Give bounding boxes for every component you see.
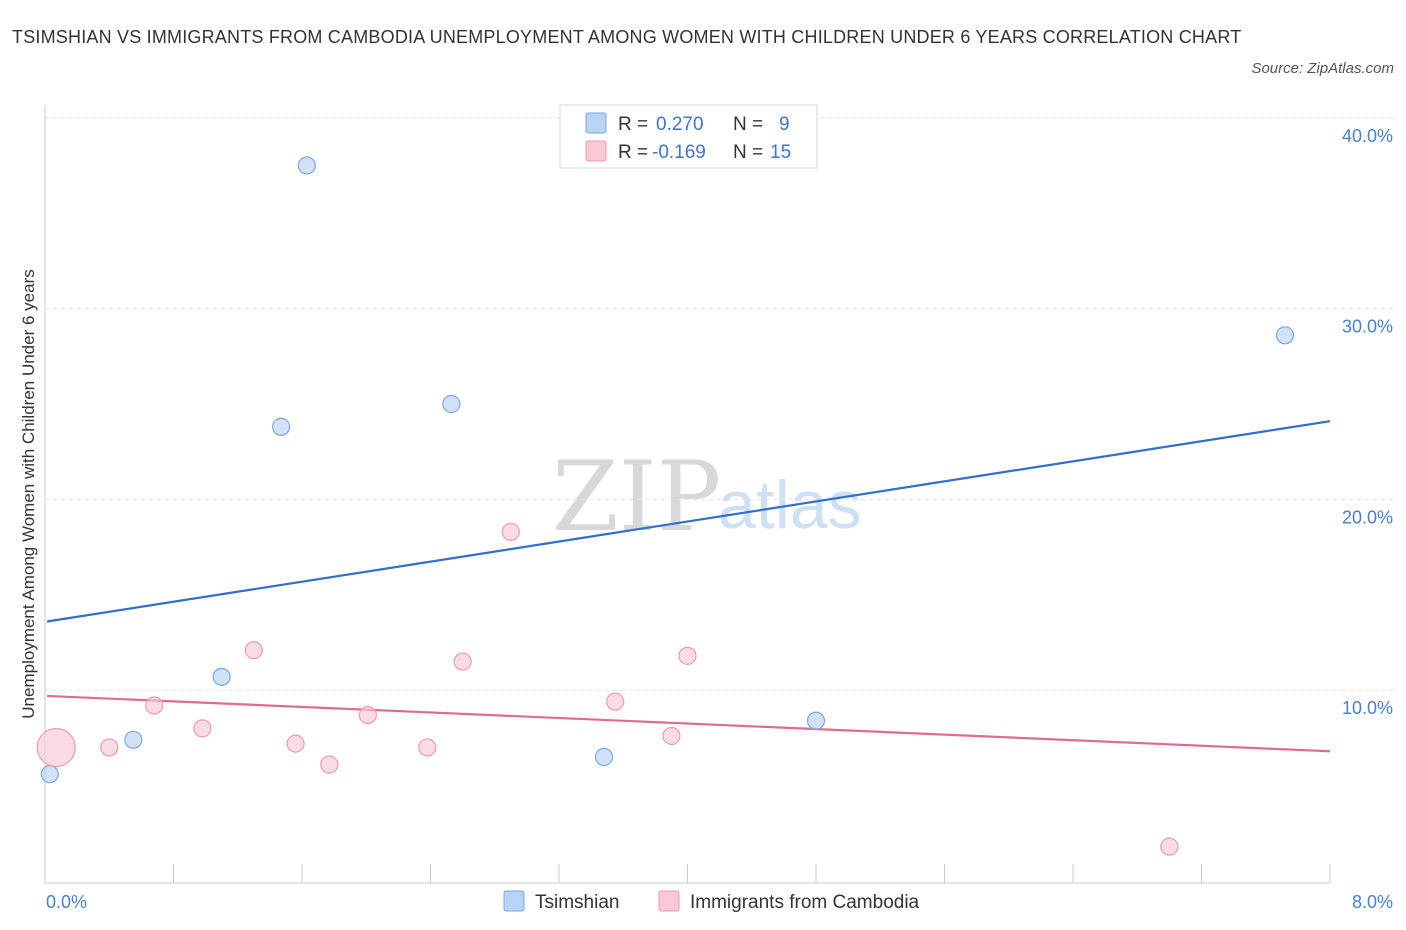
legend-n-label-cambodia: N = [733,142,763,163]
point-tsimshian-5 [442,394,461,414]
point-tsimshian-2 [212,667,231,686]
y-axis-label: Unemployment Among Women with Children U… [19,269,38,718]
point-cambodia-14 [1160,837,1179,856]
point-cambodia-1 [100,738,119,757]
point-cambodia-13 [678,646,697,665]
y-tick-label-40: 40.0% [1342,126,1393,146]
point-cambodia-2 [145,696,164,715]
x-tick-label-min: 0.0% [46,892,87,912]
point-cambodia-6 [320,755,339,774]
y-tick-labels: 10.0% 20.0% 30.0% 40.0% [1342,126,1393,718]
point-cambodia-4 [244,641,263,660]
watermark-zip: ZIP [552,441,721,553]
legend-r-value-tsimshian: 0.270 [656,114,704,135]
point-tsimshian-7 [806,711,826,730]
legend-n-value-tsimshian: 9 [779,114,790,135]
x-tick-label-max: 8.0% [1352,892,1393,912]
y-tick-label-20: 20.0% [1342,507,1393,527]
trend-lines [46,420,1331,753]
series-legend: Tsimshian Immigrants from Cambodia [503,890,920,913]
legend-swatch-tsimshian [585,112,607,134]
legend-swatch-cambodia-bottom [658,890,680,912]
legend-n-label-tsimshian: N = [733,114,763,135]
point-cambodia-3 [193,719,212,738]
point-tsimshian-0 [40,765,59,784]
x-tick-labels: 0.0% 8.0% [46,892,1393,912]
legend-label-cambodia: Immigrants from Cambodia [690,892,920,913]
legend-r-label-tsimshian: R = [618,114,648,135]
data-points [36,156,1295,856]
y-tick-label-10: 10.0% [1342,698,1393,718]
chart-title: TSIMSHIAN VS IMMIGRANTS FROM CAMBODIA UN… [12,27,1242,47]
point-cambodia-11 [606,692,625,711]
legend-n-value-cambodia: 15 [770,142,791,163]
point-cambodia-12 [662,726,681,746]
point-tsimshian-1 [124,730,143,749]
point-cambodia-0 [36,727,76,768]
correlation-legend: R = 0.270 N = 9 R = -0.169 N = 15 [559,104,818,169]
trend-line-tsimshian [46,420,1331,623]
point-tsimshian-8 [1275,326,1295,345]
legend-r-label-cambodia: R = [618,142,648,163]
legend-r-value-cambodia: -0.169 [652,142,706,163]
point-tsimshian-3 [272,417,291,436]
y-tick-label-30: 30.0% [1342,317,1393,337]
point-tsimshian-6 [594,747,614,767]
trend-line-cambodia [46,694,1331,753]
legend-swatch-tsimshian-bottom [503,890,525,912]
legend-label-tsimshian: Tsimshian [535,892,619,913]
gridlines [45,117,1394,691]
point-cambodia-10 [501,522,520,541]
legend-swatch-cambodia [585,140,607,162]
point-cambodia-9 [453,652,472,671]
point-cambodia-5 [286,734,305,753]
point-cambodia-8 [418,738,437,757]
point-tsimshian-4 [297,156,316,175]
point-cambodia-7 [358,705,377,725]
source-label: Source: ZipAtlas.com [1251,60,1394,77]
